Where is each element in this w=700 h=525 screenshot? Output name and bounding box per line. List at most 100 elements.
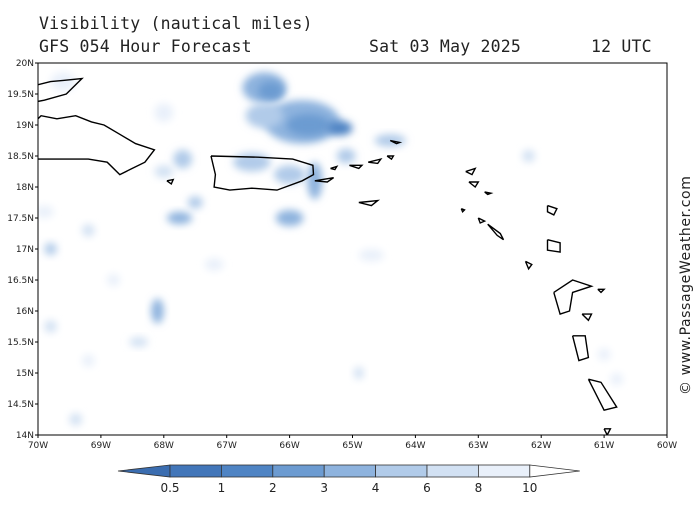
map-frame	[37, 62, 668, 436]
visibility-area-10	[336, 148, 356, 164]
legend-level-label: 4	[372, 481, 380, 495]
visibility-area-20	[82, 224, 95, 237]
visibility-area-25	[358, 249, 384, 262]
visibility-area-18	[44, 320, 57, 333]
coastline-st-lucia	[603, 428, 612, 435]
legend-level-label: 3	[320, 481, 328, 495]
lon-tick-label: 65W	[342, 441, 362, 451]
lon-tick-label: 70W	[28, 441, 48, 451]
lat-tick-label: 19.5N	[7, 90, 34, 100]
visibility-field	[38, 72, 623, 426]
legend-arrow-low	[117, 464, 171, 478]
coastline-hispaniola	[38, 114, 156, 176]
visibility-area-30	[154, 103, 174, 122]
lon-tick-label: 67W	[217, 441, 237, 451]
coastline-culebra	[330, 165, 339, 171]
visibility-area-11	[173, 149, 193, 169]
lon-tick-label: 62W	[531, 441, 551, 451]
visibility-area-14	[275, 209, 304, 227]
legend-swatch	[426, 464, 479, 478]
coastline-anguilla	[465, 167, 477, 176]
lon-tick-label: 69W	[91, 441, 111, 451]
visibility-area-9	[245, 103, 284, 129]
coastline-mona-island	[166, 178, 175, 185]
lat-tick-label: 15N	[16, 369, 34, 379]
coastline-st-kitts	[487, 223, 505, 241]
lon-tick-label: 61W	[594, 441, 614, 451]
visibility-area-6	[307, 162, 323, 200]
coastline-hispaniola-north-coast	[38, 77, 84, 103]
coastline-martinique	[587, 378, 618, 412]
legend-level-label: 8	[475, 481, 483, 495]
visibility-area-31	[597, 348, 611, 361]
lat-tick-label: 19N	[16, 121, 34, 131]
visibility-area-3	[286, 113, 331, 137]
visibility-area-1	[258, 81, 284, 101]
lon-tick-label: 63W	[468, 441, 488, 451]
visibility-area-15	[187, 196, 203, 209]
lat-tick-label: 16N	[16, 307, 34, 317]
legend-level-label: 2	[269, 481, 277, 495]
visibility-area-27	[353, 366, 364, 380]
lon-tick-label: 60W	[657, 441, 677, 451]
coastline-st-thomas	[349, 164, 364, 170]
coastline-tortola	[368, 157, 383, 165]
legend-swatch	[272, 464, 325, 478]
visibility-area-7	[232, 152, 271, 172]
coastline-desirade	[597, 288, 606, 294]
legend-arrow-high	[529, 464, 580, 478]
coastline-montserrat	[524, 260, 533, 271]
lat-tick-label: 17N	[16, 245, 34, 255]
visibility-area-16	[151, 298, 164, 324]
map-title: Visibility (nautical miles)	[39, 14, 313, 33]
lat-tick-label: 14N	[16, 431, 34, 441]
visibility-area-12	[154, 165, 174, 178]
forecast-date: Sat 03 May 2025	[369, 37, 522, 56]
lon-tick-label: 66W	[279, 441, 299, 451]
visibility-area-24	[204, 258, 224, 271]
visibility-area-26	[522, 149, 535, 163]
visibility-legend: 0.5 1 2 3 4 6 8 10	[117, 464, 580, 495]
lat-tick-label: 15.5N	[7, 338, 34, 348]
visibility-area-13	[166, 211, 193, 225]
coastline-saba	[460, 208, 466, 214]
legend-swatch	[169, 464, 222, 478]
coastline-st-eustatius	[477, 217, 487, 224]
legend-swatch	[477, 464, 531, 478]
lat-tick-label: 17.5N	[7, 214, 34, 224]
lat-tick-label: 18.5N	[7, 152, 34, 162]
coastlines	[38, 77, 618, 435]
lat-tick-label: 18N	[16, 183, 34, 193]
coastline-st-croix	[358, 199, 381, 207]
forecast-model: GFS 054 Hour Forecast	[39, 37, 252, 56]
latitude-axis: 20N 19.5N 19N 18.5N 18N 17.5N 17N 16.5N 16N 15.5N…	[7, 59, 38, 441]
lon-tick-label: 68W	[154, 441, 174, 451]
visibility-area-8	[273, 165, 306, 184]
legend-swatch	[323, 464, 377, 478]
forecast-time: 12 UTC	[591, 37, 652, 56]
legend-level-label: 0.5	[160, 481, 179, 495]
coastline-puerto-rico	[210, 155, 315, 191]
coastline-barbuda	[546, 204, 558, 216]
visibility-area-29	[50, 72, 76, 91]
coastline-vieques	[314, 177, 334, 183]
coastline-marie-galante	[581, 313, 593, 322]
visibility-area-4	[327, 120, 353, 136]
lat-tick-label: 20N	[16, 59, 34, 69]
coastline-antigua	[546, 239, 561, 253]
visibility-area-22	[129, 337, 149, 347]
lat-tick-label: 16.5N	[7, 276, 34, 286]
lon-tick-label: 64W	[405, 441, 425, 451]
legend-level-label: 6	[423, 481, 431, 495]
lat-tick-label: 14.5N	[7, 400, 34, 410]
legend-swatch	[220, 464, 274, 478]
visibility-area-28	[107, 273, 120, 287]
coastline-dominica	[571, 335, 590, 362]
visibility-area-32	[610, 373, 623, 386]
visibility-area-19	[69, 413, 83, 426]
visibility-area-21	[38, 205, 54, 218]
coastline-st-martin	[468, 181, 480, 189]
legend-level-label: 1	[218, 481, 226, 495]
longitude-axis: 70W 69W 68W 67W 66W 65W 64W 63W 62W 61W 60W	[28, 435, 677, 451]
